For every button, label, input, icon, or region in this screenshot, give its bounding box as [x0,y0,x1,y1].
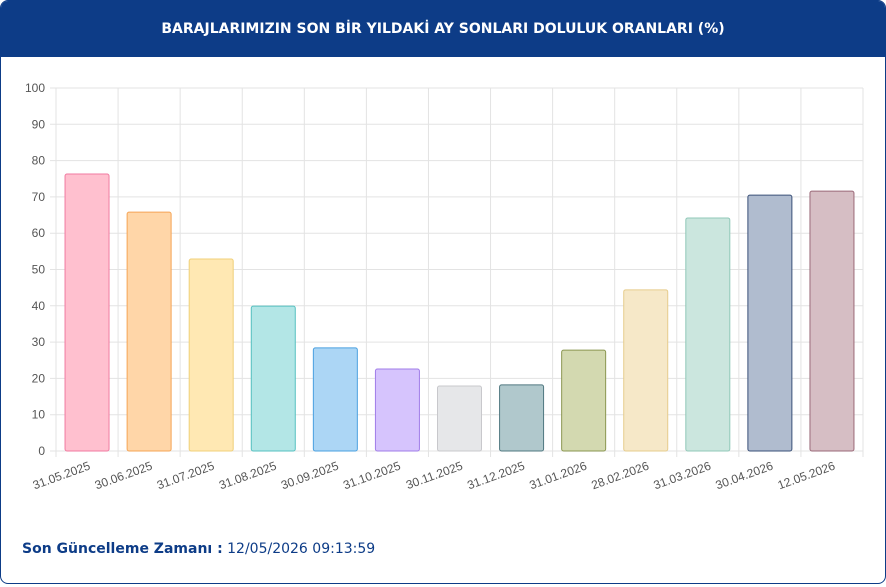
x-tick-label: 31.07.2025 [155,459,217,493]
x-tick-label: 12.05.2026 [776,459,838,493]
y-tick-label: 90 [32,117,46,131]
bar [126,211,172,452]
chart: 0 10 20 30 40 50 60 70 80 90 100 31.05.2025 30.06.20… [25,81,864,493]
footer-value: 12/05/2026 09:13:59 [227,541,376,557]
y-tick-label: 50 [32,263,46,277]
y-tick-label: 10 [32,408,46,422]
bar [623,289,669,452]
bar [561,349,607,452]
bar [809,190,855,452]
header: BARAJLARIMIZIN SON BİR YILDAKİ AY SONLAR… [1,1,885,57]
bar [374,368,420,452]
bar [312,347,358,452]
x-tick-label: 31.10.2025 [341,459,403,493]
x-tick-label: 31.01.2026 [527,459,589,493]
y-tick-label: 60 [32,226,46,240]
bar [747,194,793,452]
footer: Son Güncelleme Zamanı : 12/05/2026 09:13… [22,541,375,557]
y-tick-label: 0 [38,444,45,458]
title: BARAJLARIMIZIN SON BİR YILDAKİ AY SONLAR… [161,21,725,37]
y-tick-label: 40 [32,299,46,313]
y-tick-label: 30 [32,335,46,349]
x-tick-label: 30.04.2026 [714,459,776,493]
x-tick-label: 30.06.2025 [93,459,155,493]
y-tick-label: 80 [32,154,46,168]
bar [685,217,731,452]
x-tick-label: 30.09.2025 [279,459,341,493]
y-tick-label: 70 [32,190,46,204]
y-tick-label: 100 [25,81,45,95]
x-tick-label: 28.02.2026 [590,459,652,493]
x-tick-label: 31.12.2025 [465,459,527,493]
bar [250,305,296,452]
y-tick-label: 20 [32,371,46,385]
x-tick-label: 31.08.2025 [217,459,279,493]
x-tick-label: 30.11.2025 [404,459,465,493]
footer-label: Son Güncelleme Zamanı : [22,541,223,557]
bar [188,258,234,452]
bar [437,385,482,452]
bar [64,173,110,452]
bar [499,384,545,452]
x-tick-label: 31.03.2026 [652,459,714,493]
x-tick-label: 31.05.2025 [31,459,93,493]
